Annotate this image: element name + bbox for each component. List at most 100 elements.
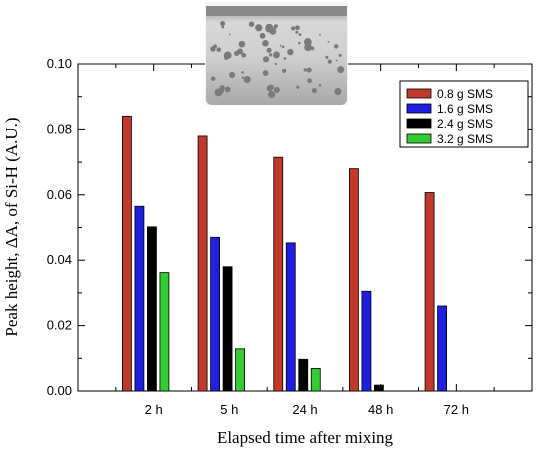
foam-pore [262,40,269,47]
foam-pore [266,85,273,92]
x-tick-label: 24 h [292,402,317,417]
x-tick-label: 72 h [444,402,469,417]
foam-pore [210,46,216,52]
foam-pore [266,47,272,53]
foam-pore [296,85,300,89]
foam-pore [241,71,244,74]
legend-swatch [406,133,432,144]
x-tick-label: 5 h [220,402,238,417]
foam-pore [303,38,312,46]
y-tick-label: 0.10 [47,56,72,71]
foam-pore [216,47,222,52]
y-tick-label: 0.04 [47,252,72,267]
bar-1-6-g-sms-2h [134,205,145,392]
bar-1-6-g-sms-5h [210,236,220,392]
foam-pore [283,57,287,60]
foam-pore [241,52,247,58]
foam-pore [304,43,312,52]
foam-pore [303,68,307,72]
foam-pore [224,86,231,93]
foam-pore [267,90,276,99]
foam-pore [220,21,226,27]
foam-pore [221,25,225,29]
foam-pore [219,85,225,91]
foam-pore [287,48,294,56]
foam-pore [229,71,236,79]
foam-pore [325,55,329,59]
bar-3-2-g-sms-2h [159,272,170,392]
bar-2-4-g-sms-48h [374,384,384,392]
foam-pore [327,59,332,64]
foam-pore [279,44,282,47]
legend-swatch [406,88,432,99]
foam-pore [265,23,274,32]
legend-label: 0.8 g SMS [437,87,493,101]
foam-pore [282,68,287,73]
foam-pore [262,70,269,76]
foam-pore [273,87,280,93]
foam-pore [307,78,312,84]
legend-label: 3.2 g SMS [437,132,493,146]
x-axis-ticks: 2 h 5 h 24 h 48 h 72 h [115,64,495,417]
legend-swatch [406,103,432,114]
bar-0-8-g-sms-48h [349,168,359,392]
foam-pore [333,44,339,49]
y-tick-label: 0.02 [47,318,72,333]
foam-pore [339,70,343,73]
bar-1-6-g-sms-24h [285,242,296,392]
foam-pore [337,66,345,74]
bar-1-6-g-sms-48h [361,290,372,392]
foam-pore [238,40,246,48]
bar-0-8-g-sms-72h [424,192,435,392]
bar-2-4-g-sms-24h [298,358,309,392]
foam-pore [338,53,342,57]
foam-pore [210,76,216,81]
foam-pore [295,30,299,34]
foam-pore [319,33,321,36]
foam-pore [248,21,255,27]
foam-pore [318,83,322,87]
foam-pore [281,45,285,49]
foam-pore [298,33,302,37]
foam-pore [273,24,278,29]
foam-pore [236,48,243,55]
y-tick-label: 0.06 [47,187,72,202]
bar-2-4-g-sms-2h [147,226,157,392]
bar-1-6-g-sms-72h [437,305,447,392]
legend-swatch [406,118,432,129]
foam-pore [220,89,224,94]
foam-pore [327,40,330,43]
bar-3-2-g-sms-24h [310,368,321,392]
y-tick-label: 0.08 [47,121,72,136]
y-axis-ticks: 0.00 0.02 0.04 0.06 0.08 0.10 [47,56,532,398]
y-axis-title: Peak height, ΔA, of Si-H (A.U.) [2,117,21,336]
y-tick-label: 0.00 [47,383,72,398]
x-tick-label: 48 h [368,402,393,417]
foam-pore [274,62,277,66]
bar-3-2-g-sms-5h [235,348,245,392]
x-axis-title: Elapsed time after mixing [217,428,394,447]
foam-sample-photo [205,2,348,105]
foam-pore [243,75,251,84]
foam-pore [334,87,342,96]
bar-0-8-g-sms-24h [273,156,284,392]
bar-series-group [122,115,447,392]
foam-pore [259,32,266,39]
foam-pore [241,76,244,79]
x-tick-label: 2 h [145,402,163,417]
bar-0-8-g-sms-5h [197,135,208,392]
foam-pore [291,26,296,31]
legend-label: 2.4 g SMS [437,117,493,131]
foam-pore [295,25,300,31]
foam-pore [255,24,263,32]
foam-pore [272,51,280,59]
foam-pore [297,41,301,45]
bar-2-4-g-sms-5h [222,266,233,392]
foam-pore [224,55,229,60]
foam-pore [311,88,317,94]
foam-pore [228,33,231,36]
foam-pore [268,53,273,57]
foam-pore [306,67,312,73]
